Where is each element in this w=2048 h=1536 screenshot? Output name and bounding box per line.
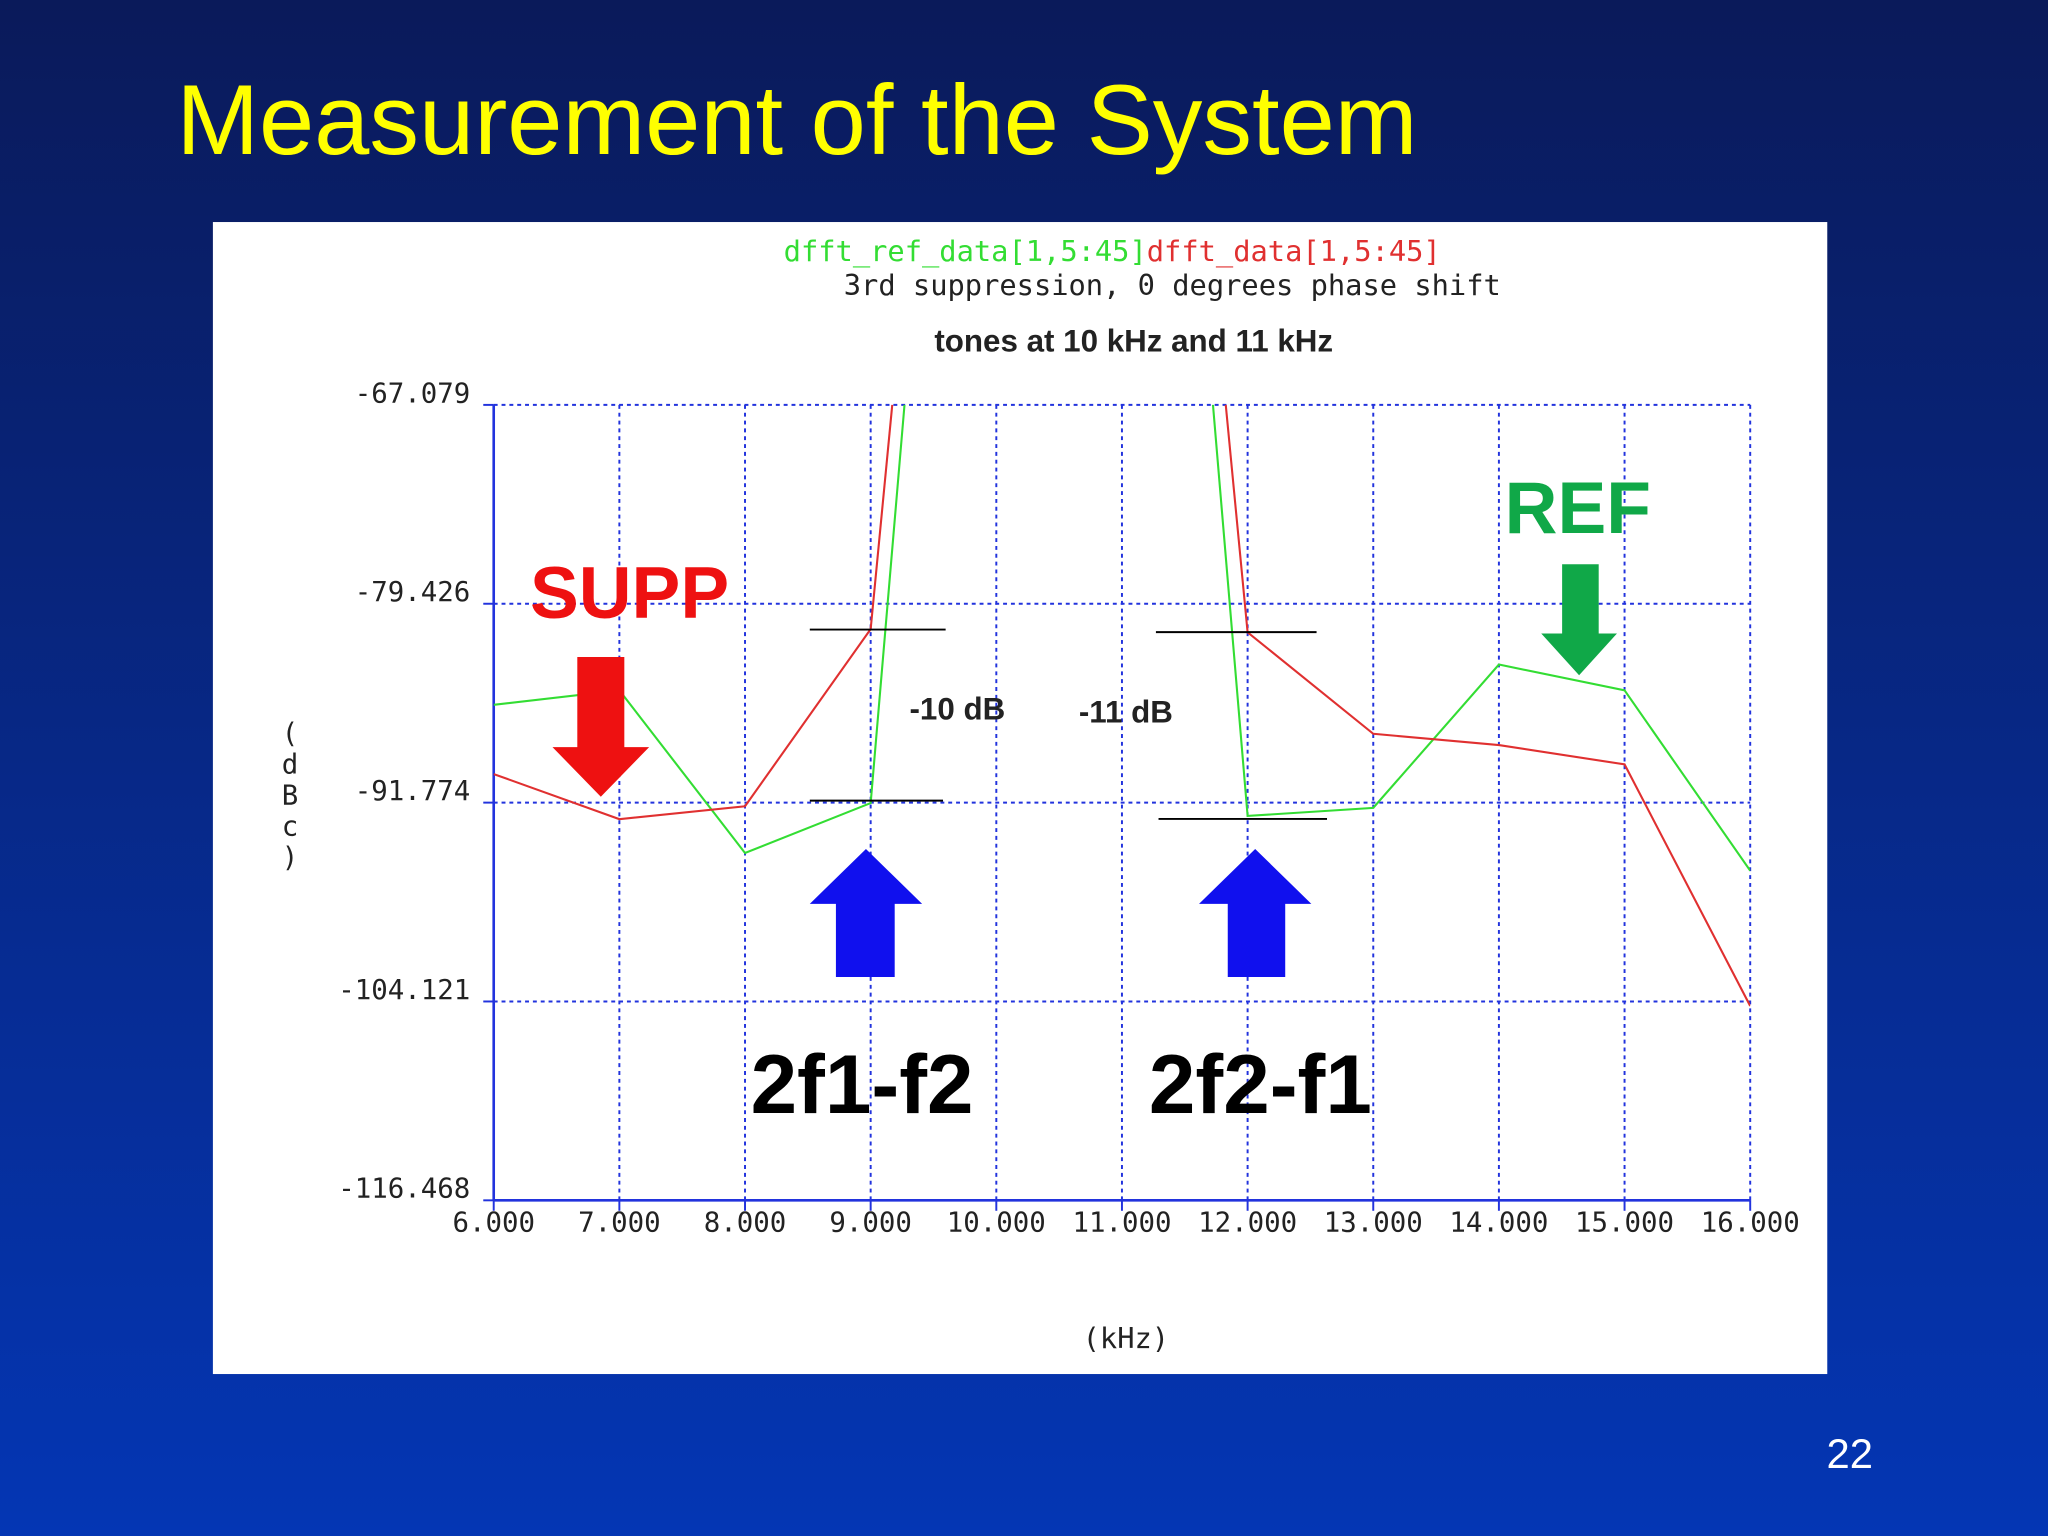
legend: dfft_ref_data[1,5:45]dfft_data[1,5:45] <box>784 234 1441 269</box>
y-tick-label: -116.468 <box>338 1174 470 1205</box>
x-tick-label: 14.000 <box>1449 1208 1548 1239</box>
arrow <box>552 656 650 797</box>
annotation: -11 dB <box>1079 694 1173 729</box>
x-tick-label: 16.000 <box>1701 1208 1800 1239</box>
arrow <box>1199 848 1312 977</box>
x-tick-label: 9.000 <box>829 1208 912 1239</box>
y-tick-label: -79.426 <box>355 577 471 608</box>
x-tick-label: 7.000 <box>578 1208 661 1239</box>
data-line <box>493 404 1751 872</box>
x-tick-label: 15.000 <box>1575 1208 1674 1239</box>
annotation: SUPP <box>530 553 729 634</box>
annotation: 2f2-f1 <box>1149 1037 1372 1131</box>
y-tick-label: -104.121 <box>338 975 470 1006</box>
legend-entry: dfft_data[1,5:45] <box>1147 234 1441 269</box>
arrow <box>809 848 923 977</box>
x-tick-label: 13.000 <box>1324 1208 1423 1239</box>
x-tick-label: 11.000 <box>1072 1208 1171 1239</box>
annotations: SUPP REF -10 dB -11 dB 2f1-f2 2f2-f1 <box>530 468 1651 1131</box>
annotation: -10 dB <box>910 692 1006 727</box>
y-tick-label: -67.079 <box>355 378 471 409</box>
data-line <box>493 404 1751 1007</box>
x-axis-label: (kHz) <box>1083 1321 1169 1355</box>
x-tick-label: 10.000 <box>947 1208 1046 1239</box>
grid: -67.079 -79.426 -91.774 -104.121 -116.4686.0… <box>338 378 1800 1238</box>
x-tick-label: 8.000 <box>704 1208 787 1239</box>
slide-title: Measurement of the System <box>176 65 1417 176</box>
arrow <box>1541 564 1617 676</box>
x-tick-label: 12.000 <box>1198 1208 1297 1239</box>
y-axis-label: (dBc) <box>274 718 305 873</box>
legend-entry: dfft_ref_data[1,5:45] <box>784 234 1147 269</box>
annotation-shapes <box>552 564 1617 977</box>
chart-title: tones at 10 kHz and 11 kHz <box>934 323 1333 358</box>
annotation: 2f1-f2 <box>751 1037 974 1131</box>
x-tick-label: 6.000 <box>452 1208 535 1239</box>
chart-subtitle: 3rd suppression, 0 degrees phase shift <box>844 268 1501 302</box>
chart-panel <box>212 222 1828 1375</box>
page-number: 22 <box>1826 1430 1872 1477</box>
y-tick-label: -91.774 <box>355 776 471 807</box>
annotation: REF <box>1505 468 1651 549</box>
plot-lines <box>493 404 1751 1007</box>
